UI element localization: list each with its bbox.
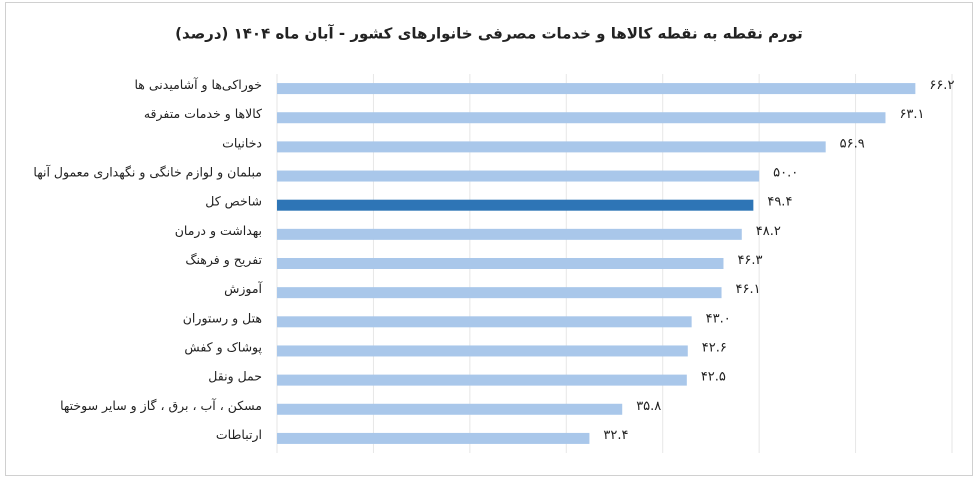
value-label: ۵۶.۹ bbox=[840, 136, 865, 151]
bar bbox=[277, 170, 760, 182]
category-label: دخانیات bbox=[222, 135, 262, 150]
chart-title: تورم نقطه به نقطه کالاها و خدمات مصرفی خ… bbox=[175, 25, 803, 43]
bar bbox=[277, 258, 724, 269]
category-label: مبلمان و لوازم خانگی و نگهداری معمول آنه… bbox=[33, 165, 262, 181]
value-label: ۴۹.۴ bbox=[767, 195, 792, 210]
bar bbox=[277, 228, 742, 240]
category-label: بهداشت و درمان bbox=[175, 223, 262, 239]
value-label: ۴۲.۶ bbox=[702, 340, 727, 355]
category-label: حمل ونقل bbox=[208, 369, 262, 385]
value-label: ۴۲.۵ bbox=[701, 370, 726, 385]
value-label: ۳۲.۴ bbox=[603, 428, 628, 443]
value-label: ۵۰.۰ bbox=[773, 166, 798, 181]
category-label: ارتباطات bbox=[216, 427, 262, 443]
value-label: ۴۶.۱ bbox=[736, 282, 761, 297]
category-label: آموزش bbox=[224, 281, 262, 297]
bar bbox=[277, 199, 754, 211]
category-label: شاخص کل bbox=[205, 194, 262, 210]
bar bbox=[277, 432, 590, 444]
value-label: ۶۳.۱ bbox=[899, 107, 924, 122]
value-label: ۳۵.۸ bbox=[636, 399, 661, 414]
category-label: کالاها و خدمات متفرقه bbox=[144, 106, 262, 122]
bar bbox=[277, 83, 916, 95]
category-label: هتل و رستوران bbox=[183, 310, 262, 326]
value-label: ۴۳.۰ bbox=[706, 311, 731, 326]
bar bbox=[277, 112, 886, 124]
category-label: تفریح و فرهنگ bbox=[185, 252, 262, 268]
value-label: ۴۸.۲ bbox=[756, 224, 781, 239]
category-label: خوراکی‌ها و آشامیدنی ها bbox=[134, 77, 262, 93]
category-label: پوشاک و کفش bbox=[184, 339, 262, 355]
bar bbox=[277, 345, 688, 357]
bar bbox=[277, 403, 623, 415]
bar bbox=[277, 287, 722, 299]
bar bbox=[277, 374, 687, 386]
category-label: مسکن ، آب ، برق ، گاز و سایر سوختها bbox=[60, 398, 262, 414]
bar bbox=[277, 316, 692, 328]
value-label: ۴۶.۳ bbox=[737, 253, 762, 268]
value-label: ۶۶.۲ bbox=[929, 78, 954, 93]
bar bbox=[277, 141, 826, 153]
